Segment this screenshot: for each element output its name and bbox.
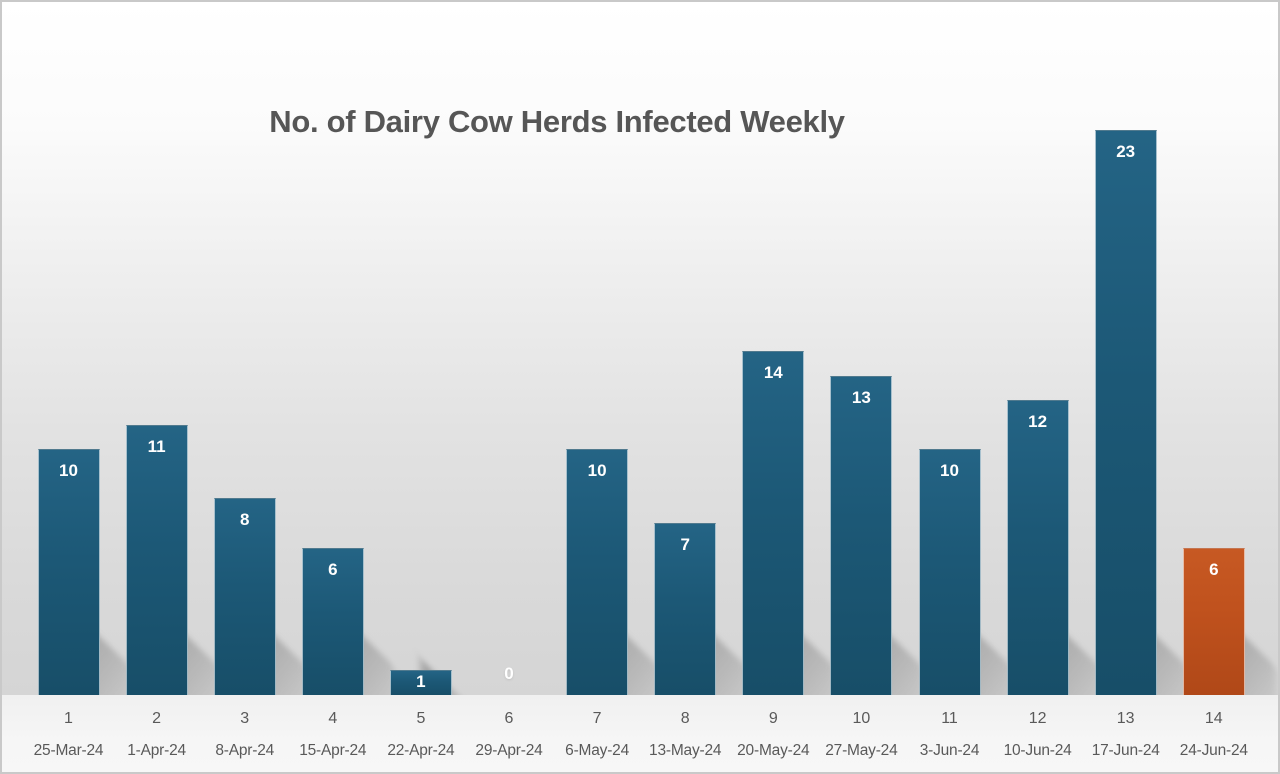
x-axis-week-numbers: 1 2 3 4 5 6 7 8 9 10 11 12 13 14 [2, 708, 1278, 730]
x-axis-week-label: 12 [1028, 710, 1047, 727]
bar-data-label: 6 [1209, 560, 1219, 579]
x-axis-week-label: 10 [852, 710, 871, 727]
bar: 14 [742, 351, 805, 695]
x-axis-week-label: 9 [768, 710, 778, 727]
x-axis-week-label: 14 [1204, 710, 1223, 727]
x-axis-date-label: 8-Apr-24 [215, 742, 275, 759]
chart-title: No. of Dairy Cow Herds Infected Weekly [269, 104, 845, 139]
x-axis-dates: 25-Mar-24 1-Apr-24 8-Apr-24 15-Apr-24 22-Apr… [2, 740, 1278, 762]
x-axis-week-label: 5 [416, 710, 426, 727]
x-axis-week-label: 6 [504, 710, 514, 727]
bar-data-label: 14 [763, 363, 783, 382]
x-axis-date-label: 10-Jun-24 [1003, 742, 1072, 759]
x-axis: 1 2 3 4 5 6 7 8 9 10 11 12 13 14 25-Mar-24 1-Apr-24 8-A… [2, 695, 1278, 772]
bar: 11 [125, 425, 188, 695]
x-axis-date-label: 17-Jun-24 [1091, 742, 1160, 759]
x-axis-date-label: 29-Apr-24 [475, 742, 543, 759]
x-axis-date-label: 25-Mar-24 [33, 742, 104, 759]
x-axis-week-label: 11 [941, 710, 958, 727]
x-axis-week-label: 2 [152, 710, 162, 727]
bar-data-label: 11 [147, 437, 166, 456]
plot-area: 10 11 8 6 1 0 10 7 14 13 10 12 23 6 [2, 2, 1278, 695]
x-axis-date-label: 13-May-24 [649, 742, 722, 759]
bar-data-label: 6 [328, 560, 338, 579]
x-axis-week-label: 7 [592, 710, 602, 727]
bar-data-label: 10 [940, 461, 959, 480]
x-axis-week-label: 8 [680, 710, 690, 727]
x-axis-date-label: 1-Apr-24 [127, 742, 186, 759]
x-axis-week-label: 1 [64, 710, 73, 727]
bar-data-label: 8 [239, 510, 250, 529]
x-axis-date-label: 22-Apr-24 [387, 742, 455, 759]
bar-data-label: 1 [416, 672, 426, 691]
x-axis-date-label: 6-May-24 [565, 742, 630, 759]
bar: 7 [654, 523, 717, 695]
bar: 8 [213, 498, 276, 695]
bar-data-label: 10 [59, 461, 78, 480]
bar: 10 [37, 449, 100, 695]
bar: 13 [830, 376, 893, 695]
x-axis-date-label: 27-May-24 [825, 742, 898, 759]
x-axis-date-label: 24-Jun-24 [1179, 742, 1248, 759]
bar: 1 [389, 670, 452, 695]
x-axis-week-label: 4 [328, 710, 338, 727]
bar-data-label: 0 [504, 664, 514, 683]
bar-data-label: 13 [851, 388, 871, 407]
bar-data-label: 10 [587, 461, 607, 480]
bar-data-label: 12 [1028, 412, 1048, 431]
x-axis-week-label: 3 [240, 710, 250, 727]
bar-data-label: 23 [1116, 142, 1136, 161]
bar: 10 [566, 449, 629, 695]
bar-data-label: 7 [680, 535, 690, 554]
bar: 6 [1182, 548, 1245, 695]
bar: 10 [918, 449, 981, 695]
bar: 6 [301, 548, 364, 695]
bar: 12 [1006, 400, 1069, 695]
x-axis-date-label: 3-Jun-24 [919, 742, 980, 759]
x-axis-week-label: 13 [1116, 710, 1135, 727]
x-axis-date-label: 20-May-24 [737, 742, 810, 759]
bar: 23 [1094, 130, 1157, 695]
x-axis-date-label: 15-Apr-24 [299, 742, 367, 759]
